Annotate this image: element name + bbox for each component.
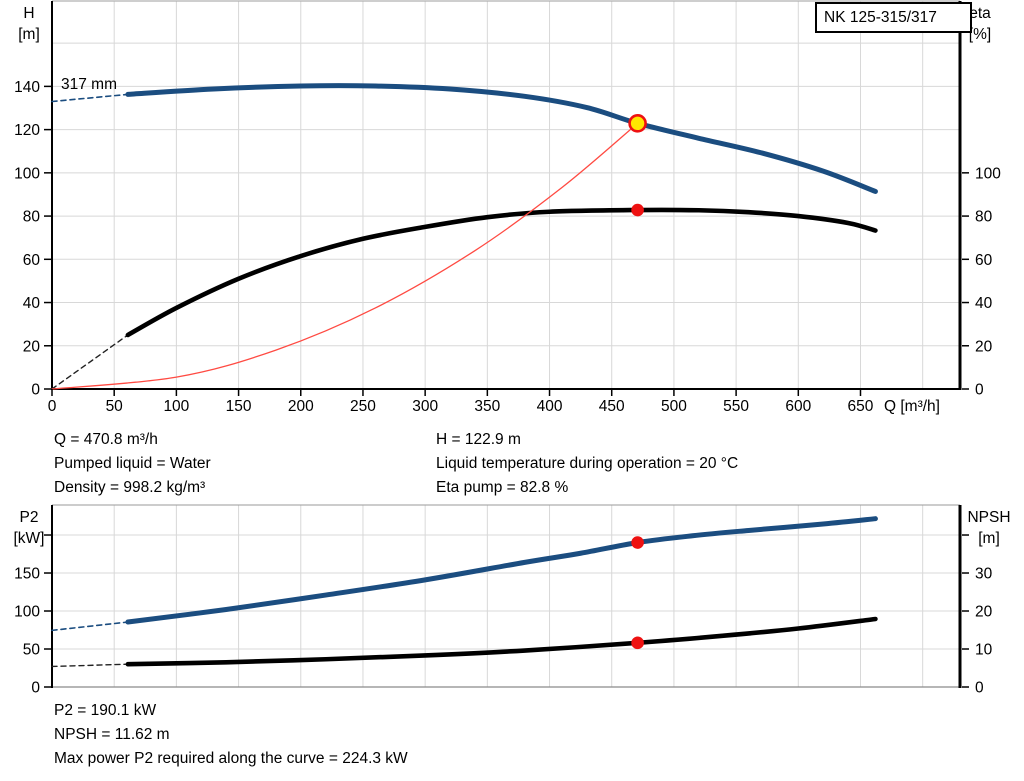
head-curve-dashed <box>51 93 129 103</box>
head-value: H = 122.9 m <box>436 431 521 448</box>
impeller-diameter-label: 317 mm <box>61 76 117 93</box>
operating-info-left: Q = 470.8 m³/h Pumped liquid = Water Den… <box>54 428 211 500</box>
npsh-axis-title: NPSH [m] <box>967 509 1011 547</box>
tick-label-left: 40 <box>23 295 41 312</box>
tick-label-left: 80 <box>23 209 41 226</box>
npsh-point-marker <box>631 636 644 650</box>
tick-label-right: 10 <box>975 642 993 659</box>
tick-label-right: 30 <box>975 566 993 583</box>
tick-label-bottom: 450 <box>599 398 625 415</box>
power-info: P2 = 190.1 kW NPSH = 11.62 m Max power P… <box>54 699 408 771</box>
efficiency-point-marker <box>631 203 644 217</box>
tick-label-left: 50 <box>23 642 41 659</box>
tick-label-left: 100 <box>14 165 40 182</box>
pump-type-box: NK 125-315/317 <box>815 2 972 33</box>
operating-info-right: H = 122.9 m Liquid temperature during op… <box>436 428 738 500</box>
tick-label-bottom: 0 <box>48 398 57 415</box>
tick-label-left: 140 <box>14 79 40 96</box>
npsh-curve-dashed <box>51 663 129 668</box>
tick-label-bottom: 500 <box>661 398 687 415</box>
p2-point-marker <box>631 536 644 549</box>
tick-label-right: 100 <box>975 165 1001 182</box>
tick-label-bottom: 150 <box>226 398 252 415</box>
tick-label-left: 120 <box>14 122 40 139</box>
x-axis-title: Q [m³/h] <box>884 398 940 415</box>
tick-label-right: 80 <box>975 209 993 226</box>
tick-label-bottom: 600 <box>785 398 811 415</box>
tick-label-bottom: 250 <box>350 398 376 415</box>
head-curve <box>125 83 878 194</box>
tick-label-bottom: 350 <box>474 398 500 415</box>
tick-label-right: 20 <box>975 604 993 621</box>
efficiency-curve <box>125 207 878 338</box>
tick-label-left: 100 <box>14 604 40 621</box>
duty-point-marker <box>628 114 647 133</box>
tick-label-bottom: 50 <box>106 398 124 415</box>
max-power-value: Max power P2 required along the curve = … <box>54 750 408 767</box>
pumped-liquid-value: Pumped liquid = Water <box>54 455 211 472</box>
flow-value: Q = 470.8 m³/h <box>54 431 158 448</box>
npsh-value: NPSH = 11.62 m <box>54 726 170 743</box>
tick-label-left: 0 <box>31 680 40 697</box>
tick-label-left: 150 <box>14 566 40 583</box>
tick-label-bottom: 550 <box>723 398 749 415</box>
p2-axis-title: P2 [kW] <box>13 509 45 547</box>
tick-label-bottom: 300 <box>412 398 438 415</box>
p2-curve-dashed <box>51 621 129 632</box>
tick-label-bottom: 400 <box>537 398 563 415</box>
tick-label-right: 0 <box>975 680 984 697</box>
eta-pump-value: Eta pump = 82.8 % <box>436 479 569 496</box>
tick-label-bottom: 650 <box>848 398 874 415</box>
tick-label-left: 20 <box>23 338 41 355</box>
p2-value: P2 = 190.1 kW <box>54 702 157 719</box>
tick-label-bottom: 100 <box>163 398 189 415</box>
efficiency-curve-dashed <box>51 334 129 390</box>
tick-label-right: 20 <box>975 338 993 355</box>
density-value: Density = 998.2 kg/m³ <box>54 479 206 496</box>
tick-label-bottom: 200 <box>288 398 314 415</box>
npsh-curve <box>125 616 878 667</box>
p2-curve <box>125 516 878 625</box>
tick-label-right: 60 <box>975 252 993 269</box>
tick-label-left: 0 <box>31 382 40 399</box>
head-axis-title: H [m] <box>18 5 40 43</box>
liquid-temperature-value: Liquid temperature during operation = 20… <box>436 455 739 472</box>
tick-label-right: 0 <box>975 382 984 399</box>
tick-label-right: 40 <box>975 295 993 312</box>
system-curve <box>51 122 639 390</box>
eta-axis-title: eta [%] <box>968 5 992 43</box>
tick-label-left: 60 <box>23 252 41 269</box>
